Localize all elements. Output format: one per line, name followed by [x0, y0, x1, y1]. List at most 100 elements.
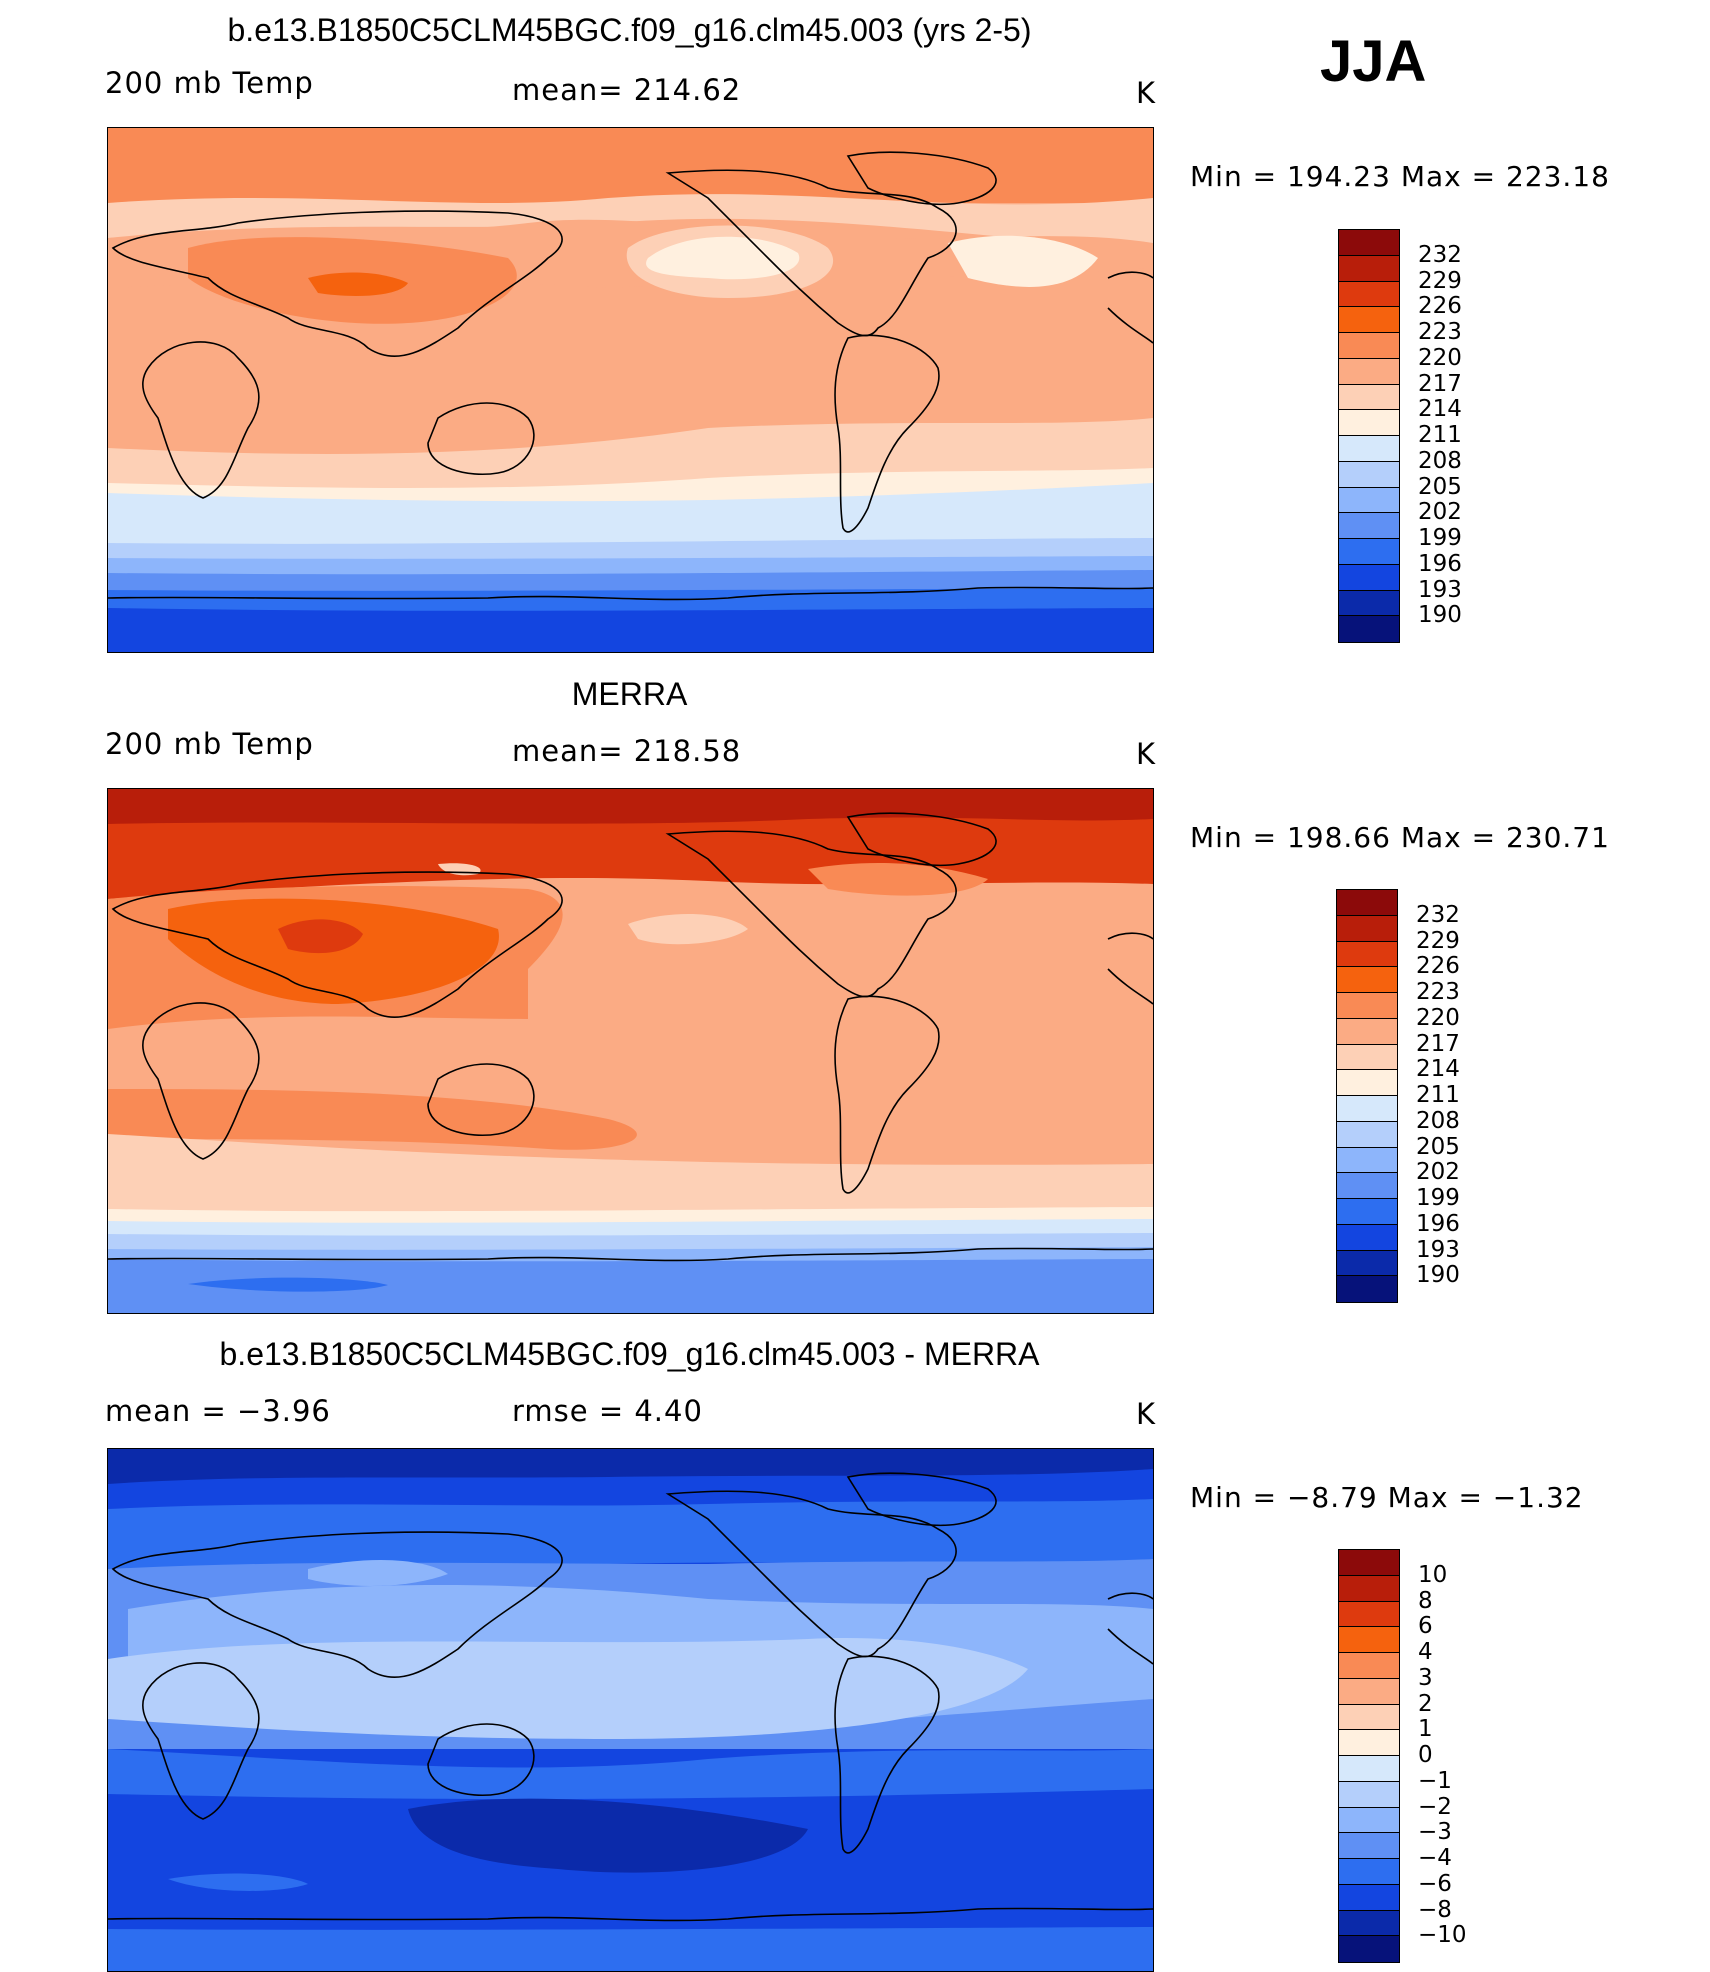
colorbar: [1338, 1549, 1400, 1963]
colorbar-swatch: [1339, 564, 1399, 591]
colorbar-tick-label: 202: [1416, 1159, 1460, 1186]
colorbar-tick-label: 0: [1418, 1742, 1433, 1768]
colorbar-swatch: [1339, 255, 1399, 282]
colorbar-swatch: [1339, 539, 1399, 565]
colorbar-swatch: [1339, 1704, 1399, 1731]
colorbar-swatch: [1337, 1096, 1397, 1122]
colorbar-tick-label: 196: [1416, 1210, 1460, 1237]
colorbar-swatch: [1337, 941, 1397, 968]
colorbar-swatch: [1337, 967, 1397, 993]
minmax-label: Min = −8.79 Max = −1.32: [1190, 1481, 1584, 1514]
map-diff-svg: [108, 1449, 1153, 1971]
colorbar-tick-label: 220: [1416, 1004, 1460, 1031]
colorbar: [1336, 889, 1398, 1303]
rmse-label: rmse = 4.40: [512, 1394, 703, 1428]
colorbar-tick-label: 2: [1418, 1690, 1433, 1717]
mean-label: mean= 218.58: [512, 734, 742, 768]
colorbar-swatch: [1339, 410, 1399, 436]
colorbar-tick-label: 205: [1416, 1133, 1460, 1160]
colorbar-swatch: [1339, 1781, 1399, 1808]
units-label: K: [1136, 1397, 1157, 1431]
colorbar-swatch: [1337, 1121, 1397, 1148]
colorbar-tick-label: 217: [1418, 370, 1462, 397]
colorbar-tick-label: 8: [1418, 1587, 1433, 1614]
panel-title: MERRA: [571, 676, 688, 712]
colorbar-tick-label: 202: [1418, 499, 1462, 526]
colorbar-tick-label: −3: [1418, 1819, 1452, 1846]
colorbar-swatch: [1337, 1250, 1397, 1277]
colorbar-tick-label: 3: [1418, 1664, 1433, 1691]
colorbar-swatch: [1339, 1550, 1399, 1576]
minmax-label: Min = 194.23 Max = 223.18: [1190, 160, 1610, 193]
colorbar-tick-label: 205: [1418, 473, 1462, 500]
colorbar: [1338, 229, 1400, 643]
panel-title: b.e13.B1850C5CLM45BGC.f09_g16.clm45.003 …: [219, 1336, 1040, 1372]
field-label: 200 mb Temp: [105, 66, 314, 100]
colorbar-swatch: [1339, 1601, 1399, 1628]
colorbar-swatch: [1339, 513, 1399, 539]
colorbar-tick-label: 211: [1418, 422, 1462, 448]
colorbar-swatch: [1337, 1018, 1397, 1045]
units-label: K: [1136, 737, 1157, 771]
colorbar-tick-label: 223: [1416, 979, 1460, 1005]
colorbar-swatch: [1337, 993, 1397, 1019]
colorbar-tick-label: 217: [1416, 1030, 1460, 1057]
colorbar-tick-label: −1: [1418, 1767, 1452, 1794]
colorbar-swatch: [1339, 1627, 1399, 1653]
colorbar-swatch: [1339, 1833, 1399, 1859]
colorbar-tick-label: 211: [1416, 1082, 1460, 1108]
colorbar-swatch: [1339, 281, 1399, 308]
colorbar-tick-label: 190: [1416, 1262, 1460, 1289]
map-diff: [107, 1448, 1154, 1972]
minmax-label: Min = 198.66 Max = 230.71: [1190, 821, 1610, 854]
colorbar-tick-label: 193: [1416, 1236, 1460, 1263]
colorbar-swatch: [1339, 230, 1399, 256]
colorbar-tick-label: 199: [1416, 1185, 1460, 1211]
colorbar-swatch: [1337, 1276, 1397, 1302]
colorbar-swatch: [1339, 1910, 1399, 1937]
colorbar-tick-label: 199: [1418, 525, 1462, 551]
colorbar-tick-label: 220: [1418, 344, 1462, 371]
colorbar-swatch: [1339, 1730, 1399, 1756]
panel-title: b.e13.B1850C5CLM45BGC.f09_g16.clm45.003 …: [227, 12, 1032, 48]
colorbar-swatch: [1339, 1678, 1399, 1705]
colorbar-swatch: [1339, 1884, 1399, 1911]
colorbar-tick-label: 214: [1416, 1056, 1460, 1083]
colorbar-tick-label: 229: [1416, 927, 1460, 954]
mean-label: mean= 214.62: [512, 73, 742, 107]
field-label: 200 mb Temp: [105, 727, 314, 761]
map-obs-svg: [108, 789, 1153, 1313]
colorbar-swatch: [1339, 1653, 1399, 1679]
colorbar-tick-label: 208: [1418, 447, 1462, 474]
units-label: K: [1136, 76, 1157, 110]
colorbar-tick-label: −6: [1418, 1870, 1452, 1897]
colorbar-swatch: [1337, 915, 1397, 942]
colorbar-swatch: [1337, 1224, 1397, 1251]
colorbar-tick-label: −4: [1418, 1845, 1452, 1871]
season-label: JJA: [1320, 29, 1427, 94]
colorbar-swatch: [1337, 1147, 1397, 1174]
colorbar-swatch: [1337, 1070, 1397, 1096]
colorbar-swatch: [1339, 384, 1399, 411]
colorbar-swatch: [1339, 333, 1399, 359]
map-model: [107, 127, 1154, 653]
colorbar-swatch: [1337, 1173, 1397, 1199]
colorbar-tick-label: 214: [1418, 396, 1462, 423]
colorbar-tick-label: 223: [1418, 319, 1462, 345]
colorbar-swatch: [1339, 1575, 1399, 1602]
colorbar-tick-label: 196: [1418, 550, 1462, 577]
colorbar-tick-label: 6: [1418, 1613, 1433, 1640]
colorbar-tick-label: 229: [1418, 267, 1462, 294]
colorbar-tick-label: 190: [1418, 602, 1462, 629]
colorbar-tick-label: 232: [1416, 901, 1460, 928]
colorbar-tick-label: −8: [1418, 1896, 1452, 1923]
colorbar-tick-label: 10: [1418, 1561, 1448, 1588]
colorbar-swatch: [1339, 487, 1399, 514]
colorbar-swatch: [1337, 1044, 1397, 1071]
colorbar-swatch: [1339, 307, 1399, 333]
colorbar-swatch: [1337, 890, 1397, 916]
colorbar-swatch: [1339, 1936, 1399, 1962]
colorbar-tick-label: 226: [1416, 953, 1460, 980]
map-model-svg: [108, 128, 1153, 652]
colorbar-tick-label: 226: [1418, 293, 1462, 320]
